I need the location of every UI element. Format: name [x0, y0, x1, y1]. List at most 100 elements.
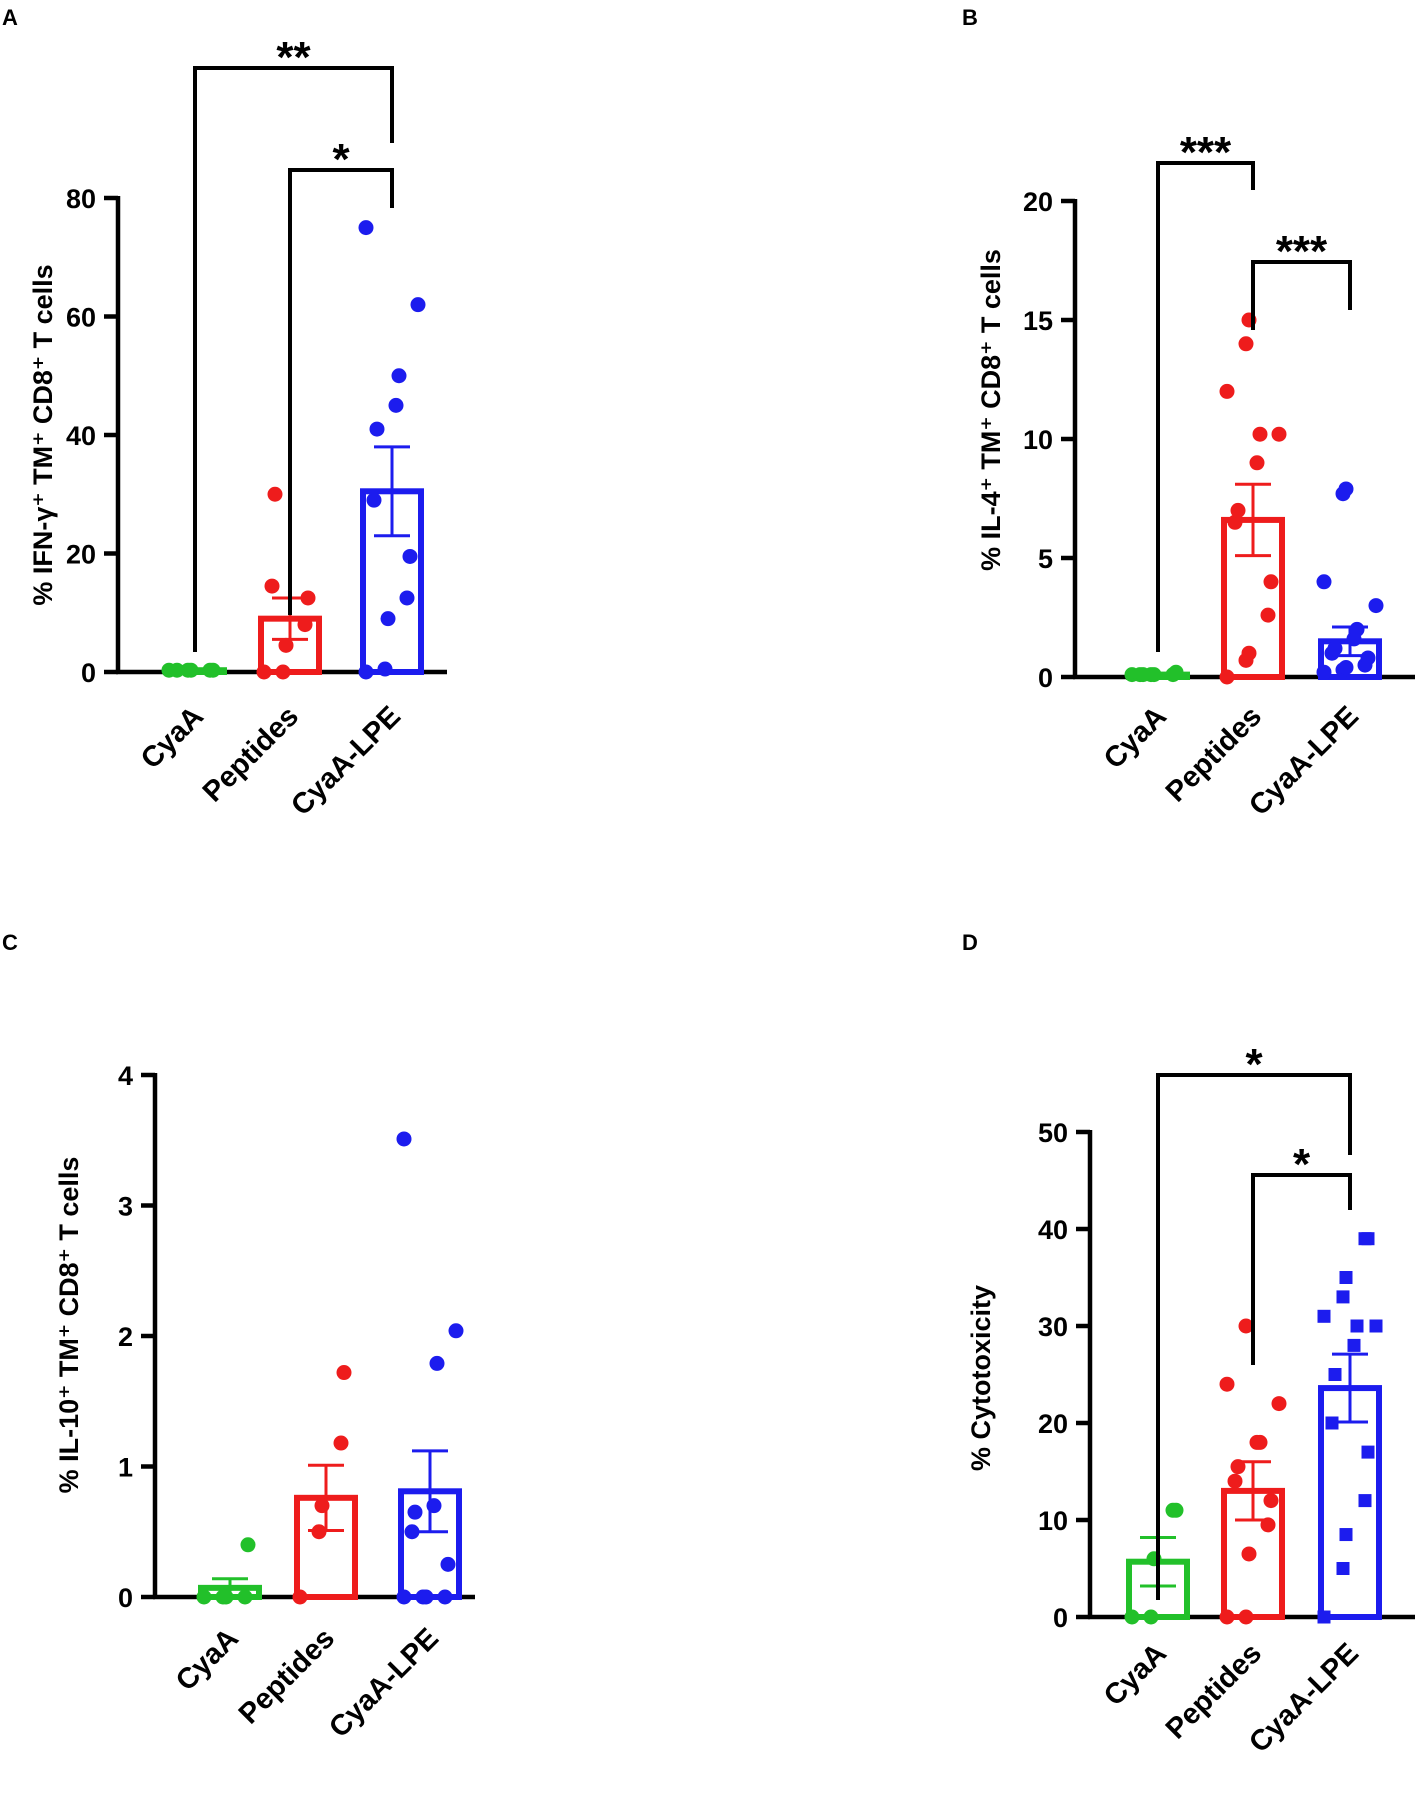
- data-point: [407, 1504, 423, 1520]
- significance-bracket: [1251, 1173, 1352, 1365]
- y-tick-label: 1: [118, 1453, 133, 1483]
- data-point: [297, 617, 313, 633]
- data-point: [1336, 1562, 1350, 1575]
- data-point: [1369, 1319, 1383, 1333]
- y-tick-label: 4: [118, 1061, 133, 1091]
- data-point: [1252, 426, 1268, 442]
- significance-label: *: [332, 135, 350, 184]
- data-point: [1360, 650, 1376, 666]
- data-point: [1238, 1318, 1254, 1334]
- data-point: [1168, 664, 1184, 680]
- y-tick-label: 0: [1038, 663, 1053, 693]
- data-point: [1135, 667, 1151, 683]
- data-point: [369, 421, 385, 437]
- category-label: CyaA-LPE: [285, 700, 407, 822]
- significance-bracket: [1156, 161, 1255, 652]
- panel-letter: B: [962, 5, 978, 30]
- data-point: [311, 1524, 327, 1540]
- data-point: [1263, 574, 1279, 590]
- data-point: [314, 1498, 330, 1514]
- significance-label: ***: [1180, 128, 1232, 177]
- y-tick-label: 10: [1038, 1506, 1068, 1536]
- data-point: [1143, 1609, 1159, 1625]
- category-label: Peptides: [197, 700, 305, 808]
- data-point: [333, 1435, 349, 1451]
- data-point: [336, 1365, 352, 1381]
- category-label: CyaA: [1098, 700, 1173, 775]
- y-tick-label: 20: [1038, 1409, 1068, 1439]
- significance-bracket: [1251, 260, 1352, 330]
- data-point: [1327, 640, 1343, 656]
- data-point: [278, 637, 294, 653]
- significance-label: *: [1293, 1140, 1311, 1189]
- data-point: [1339, 1528, 1353, 1542]
- significance-label: **: [276, 33, 311, 82]
- data-point: [300, 590, 316, 606]
- data-point: [396, 1589, 412, 1605]
- data-point: [1227, 514, 1243, 530]
- y-axis-title: % IL-4⁺ TM⁺ CD8⁺ T cells: [976, 249, 1006, 571]
- data-point: [1317, 1309, 1331, 1323]
- data-point: [440, 1556, 456, 1572]
- data-point: [218, 1589, 234, 1605]
- data-point: [377, 661, 393, 677]
- data-point: [1252, 1434, 1268, 1450]
- panel-letter: C: [2, 930, 18, 955]
- data-point: [1349, 621, 1365, 637]
- significance-bracket: [193, 66, 394, 652]
- data-point: [169, 662, 185, 678]
- y-axis-title: % IFN-γ⁺ TM⁺ CD8⁺ T cells: [28, 264, 58, 605]
- data-point: [410, 297, 426, 313]
- data-point: [1368, 598, 1384, 614]
- data-point: [1219, 1376, 1235, 1392]
- data-point: [1336, 1290, 1350, 1304]
- data-point: [275, 664, 291, 680]
- data-point: [1230, 502, 1246, 518]
- data-point: [237, 1589, 253, 1605]
- data-point: [1358, 1494, 1372, 1508]
- data-point: [1260, 1517, 1276, 1533]
- data-point: [1219, 383, 1235, 399]
- data-point: [429, 1355, 445, 1371]
- data-point: [1325, 1416, 1339, 1430]
- category-label: CyaA: [1098, 1637, 1173, 1712]
- y-tick-label: 20: [1023, 187, 1053, 217]
- y-tick-label: 40: [66, 421, 96, 451]
- y-tick-label: 0: [1053, 1603, 1068, 1633]
- data-point: [1338, 659, 1354, 675]
- data-point: [1230, 1459, 1246, 1475]
- data-point: [1271, 426, 1287, 442]
- data-point: [1124, 1609, 1140, 1625]
- data-point: [396, 1131, 412, 1147]
- data-point: [391, 368, 407, 384]
- data-point: [448, 1323, 464, 1339]
- category-label: CyaA-LPE: [323, 1622, 445, 1744]
- data-point: [402, 548, 418, 564]
- data-point: [399, 590, 415, 606]
- y-tick-label: 10: [1023, 425, 1053, 455]
- data-point: [267, 486, 283, 502]
- category-label: CyaA: [170, 1622, 245, 1697]
- data-point: [437, 1589, 453, 1605]
- category-label: CyaA: [135, 700, 210, 775]
- y-tick-label: 60: [66, 303, 96, 333]
- data-point: [292, 1589, 308, 1605]
- data-point: [183, 662, 199, 678]
- data-point: [1146, 667, 1162, 683]
- data-point: [1338, 481, 1354, 497]
- y-tick-label: 20: [66, 540, 96, 570]
- data-point: [240, 1537, 256, 1553]
- data-point: [1219, 669, 1235, 685]
- significance-bracket: [288, 168, 394, 615]
- data-point: [1347, 1338, 1361, 1352]
- data-point: [205, 662, 221, 678]
- y-tick-label: 3: [118, 1192, 133, 1222]
- y-tick-label: 30: [1038, 1312, 1068, 1342]
- data-point: [1361, 1232, 1375, 1246]
- data-point: [366, 492, 382, 508]
- data-point: [1263, 1493, 1279, 1509]
- data-point: [1339, 1271, 1353, 1284]
- significance-label: *: [1245, 1040, 1263, 1089]
- data-point: [1238, 1609, 1254, 1625]
